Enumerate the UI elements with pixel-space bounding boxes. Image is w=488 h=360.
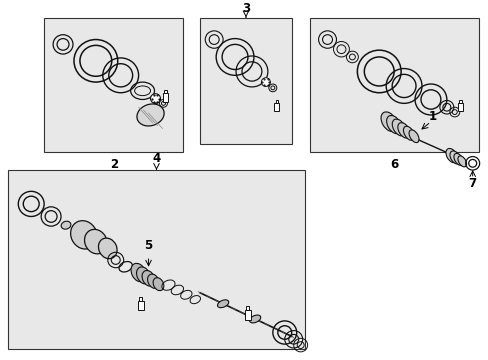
Ellipse shape [136, 267, 150, 284]
Ellipse shape [391, 119, 405, 136]
Bar [244, 310, 250, 320]
Ellipse shape [397, 123, 409, 138]
Text: 5: 5 [144, 239, 152, 252]
Ellipse shape [403, 126, 414, 140]
Text: 2: 2 [109, 158, 118, 171]
Ellipse shape [131, 264, 146, 282]
Bar [44, 18, 183, 152]
Ellipse shape [147, 274, 159, 288]
Ellipse shape [457, 156, 466, 167]
Ellipse shape [408, 130, 418, 143]
Ellipse shape [386, 116, 401, 134]
Bar [246, 306, 249, 310]
Ellipse shape [98, 238, 117, 259]
Text: 3: 3 [242, 3, 249, 15]
Bar [275, 100, 278, 103]
Ellipse shape [84, 229, 107, 254]
Ellipse shape [61, 221, 71, 229]
Bar [274, 103, 279, 111]
Text: 4: 4 [152, 152, 160, 165]
Ellipse shape [137, 104, 164, 126]
Text: 7: 7 [468, 177, 476, 190]
Ellipse shape [217, 300, 228, 308]
Ellipse shape [249, 315, 260, 323]
Bar [164, 90, 166, 93]
Ellipse shape [445, 148, 457, 163]
Ellipse shape [453, 153, 463, 166]
Bar [200, 18, 291, 144]
Bar [8, 170, 304, 349]
Bar [163, 93, 168, 102]
Bar [139, 297, 142, 301]
Bar [137, 301, 143, 310]
Bar [309, 18, 478, 152]
Bar [457, 103, 462, 111]
Ellipse shape [153, 278, 163, 291]
Ellipse shape [380, 112, 396, 131]
Text: 1: 1 [428, 111, 436, 123]
Circle shape [150, 94, 160, 103]
Circle shape [261, 78, 270, 86]
Bar [459, 100, 461, 103]
Ellipse shape [70, 221, 97, 249]
Ellipse shape [142, 270, 155, 286]
Ellipse shape [449, 151, 460, 164]
Text: 6: 6 [389, 158, 397, 171]
